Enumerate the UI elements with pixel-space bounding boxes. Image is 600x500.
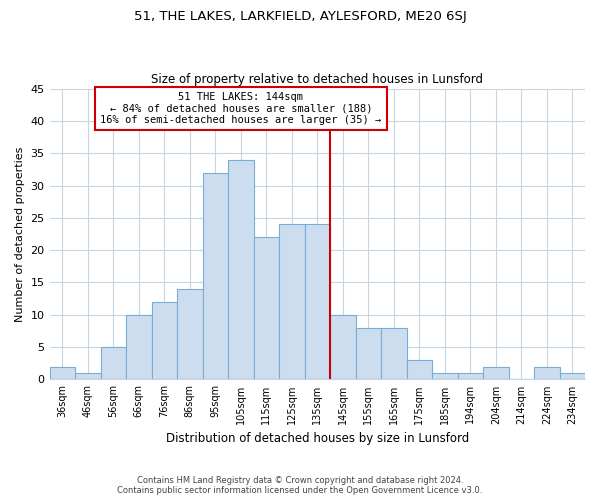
Title: Size of property relative to detached houses in Lunsford: Size of property relative to detached ho… <box>151 73 483 86</box>
Bar <box>458 373 483 380</box>
Bar <box>560 373 585 380</box>
Bar <box>381 328 407 380</box>
Bar <box>279 224 305 380</box>
Bar <box>407 360 432 380</box>
Bar <box>228 160 254 380</box>
Bar <box>152 302 177 380</box>
Bar <box>356 328 381 380</box>
Bar <box>50 366 75 380</box>
Bar <box>177 289 203 380</box>
Bar <box>483 366 509 380</box>
Text: 51 THE LAKES: 144sqm
← 84% of detached houses are smaller (188)
16% of semi-deta: 51 THE LAKES: 144sqm ← 84% of detached h… <box>100 92 382 125</box>
Text: 51, THE LAKES, LARKFIELD, AYLESFORD, ME20 6SJ: 51, THE LAKES, LARKFIELD, AYLESFORD, ME2… <box>134 10 466 23</box>
Bar <box>75 373 101 380</box>
Bar <box>534 366 560 380</box>
X-axis label: Distribution of detached houses by size in Lunsford: Distribution of detached houses by size … <box>166 432 469 445</box>
Bar <box>330 315 356 380</box>
Y-axis label: Number of detached properties: Number of detached properties <box>15 146 25 322</box>
Bar <box>126 315 152 380</box>
Bar <box>203 172 228 380</box>
Bar <box>254 237 279 380</box>
Bar <box>305 224 330 380</box>
Bar <box>101 347 126 380</box>
Text: Contains HM Land Registry data © Crown copyright and database right 2024.
Contai: Contains HM Land Registry data © Crown c… <box>118 476 482 495</box>
Bar <box>432 373 458 380</box>
